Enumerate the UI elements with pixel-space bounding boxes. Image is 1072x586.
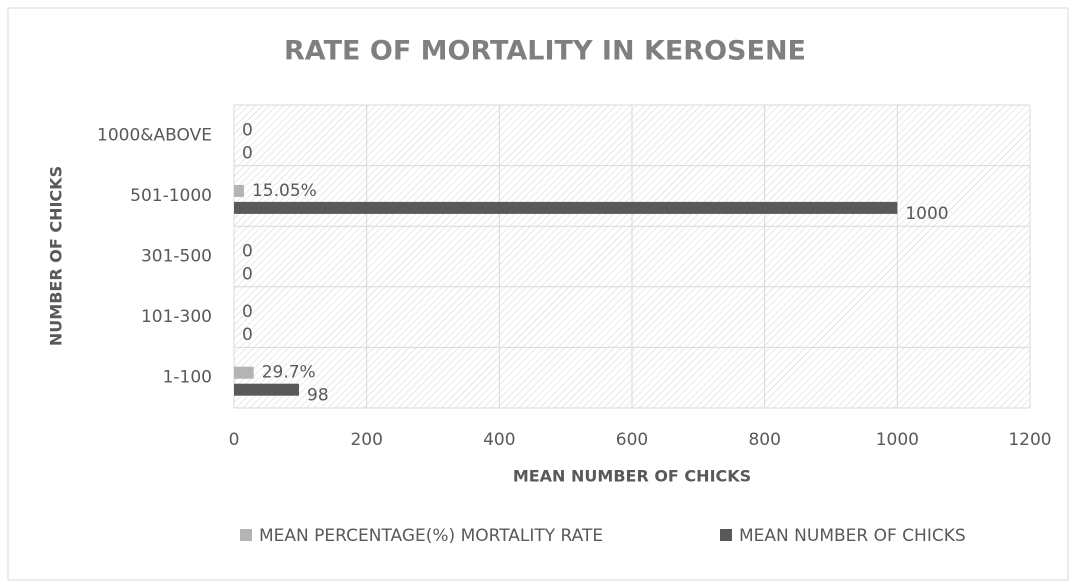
- y-tick-label: 1-100: [163, 368, 212, 388]
- y-tick-label: 501-1000: [130, 186, 212, 206]
- bar: [234, 201, 898, 214]
- legend-label: MEAN NUMBER OF CHICKS: [739, 526, 966, 546]
- data-label: 0: [242, 143, 253, 163]
- legend-swatch: [720, 529, 732, 541]
- x-tick-label: 800: [748, 430, 780, 450]
- data-label: 0: [242, 302, 253, 322]
- data-label: 1000: [905, 204, 948, 224]
- data-label: 98: [307, 386, 329, 406]
- x-tick-label: 600: [616, 430, 648, 450]
- y-tick-label: 301-500: [141, 247, 212, 267]
- data-label: 0: [242, 265, 253, 285]
- x-tick-label: 1200: [1008, 430, 1051, 450]
- data-label: 29.7%: [262, 363, 316, 383]
- legend-swatch: [240, 529, 252, 541]
- data-label: 0: [242, 242, 253, 262]
- x-tick-label: 200: [350, 430, 382, 450]
- data-label: 0: [242, 120, 253, 140]
- bar: [234, 184, 244, 197]
- x-tick-label: 1000: [876, 430, 919, 450]
- y-axis-title: NUMBER OF CHICKS: [47, 166, 66, 346]
- bar: [234, 366, 254, 379]
- x-tick-label: 0: [229, 430, 240, 450]
- y-tick-label: 1000&ABOVE: [97, 125, 212, 145]
- chart-title: RATE OF MORTALITY IN KEROSENE: [284, 36, 806, 67]
- legend-label: MEAN PERCENTAGE(%) MORTALITY RATE: [259, 526, 603, 546]
- data-label: 15.05%: [252, 181, 317, 201]
- x-tick-label: 400: [483, 430, 515, 450]
- bar: [234, 383, 300, 396]
- data-label: 0: [242, 325, 253, 345]
- y-tick-label: 101-300: [141, 307, 212, 327]
- x-axis-title: MEAN NUMBER OF CHICKS: [513, 467, 751, 486]
